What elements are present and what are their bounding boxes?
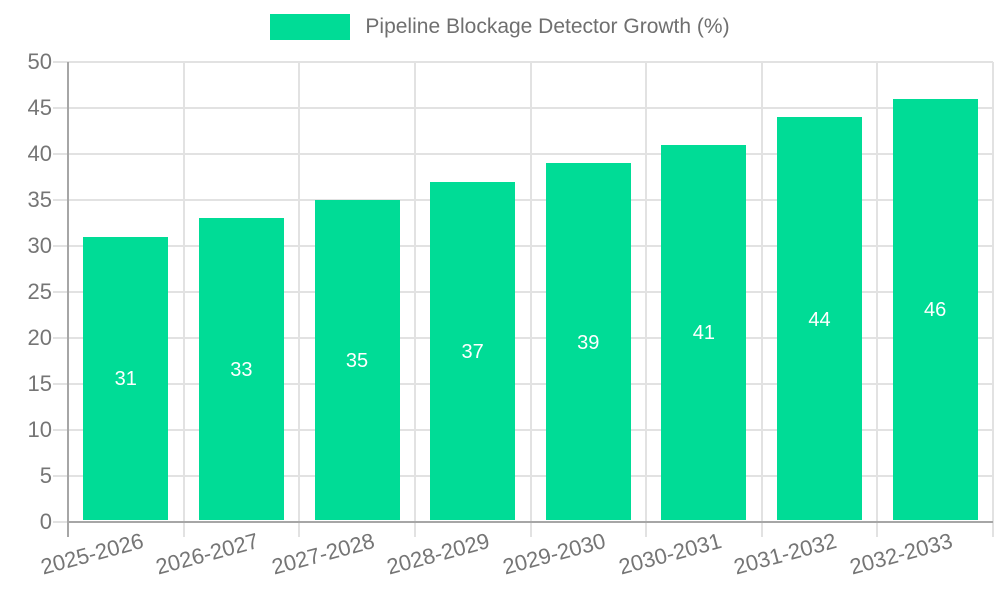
x-axis-line (68, 521, 993, 523)
v-gridline (298, 62, 301, 537)
bar-value-label: 44 (808, 308, 831, 331)
h-gridline (53, 245, 993, 247)
x-tick-label: 2030-2031 (615, 528, 724, 580)
y-tick-label: 5 (39, 463, 52, 488)
h-gridline (53, 383, 993, 385)
v-gridline (876, 62, 879, 537)
v-gridline (992, 62, 994, 537)
plot-area: 31 33 35 37 39 41 44 46 (53, 61, 994, 537)
bar-2025-2026[interactable]: 31 (83, 236, 169, 520)
bar-2026-2027[interactable]: 33 (198, 218, 284, 520)
h-gridline (53, 429, 993, 431)
legend-label: Pipeline Blockage Detector Growth (%) (365, 15, 730, 38)
bars: 31 33 35 37 39 41 44 46 (68, 62, 993, 522)
y-axis-line (67, 62, 69, 537)
y-tick-label: 35 (27, 187, 52, 212)
y-tick-label: 25 (27, 279, 52, 304)
bar-value-label: 37 (461, 340, 484, 363)
h-gridline (53, 337, 993, 339)
v-gridline (413, 62, 416, 537)
y-tick-label: 45 (27, 95, 52, 120)
v-gridline (760, 62, 763, 537)
v-gridline (645, 62, 648, 537)
x-tick-label: 2029-2030 (500, 528, 609, 580)
bar-value-label: 39 (577, 331, 600, 354)
x-tick-label: 2027-2028 (268, 528, 378, 580)
y-tick-label: 30 (27, 233, 52, 258)
y-tick-label: 50 (27, 49, 52, 74)
x-tick-label: 2026-2027 (153, 528, 262, 580)
bar-2032-2033[interactable]: 46 (892, 98, 978, 520)
bar-2030-2031[interactable]: 41 (661, 144, 747, 520)
x-tick-label: 2031-2032 (731, 528, 840, 580)
h-gridline (53, 475, 993, 477)
x-tick-label: 2032-2033 (847, 528, 956, 580)
bar-value-label: 33 (230, 359, 253, 382)
bar-2027-2028[interactable]: 35 (314, 200, 400, 520)
bar-value-label: 46 (924, 299, 947, 322)
v-gridline (182, 62, 185, 537)
x-tick-label: 2025-2026 (37, 528, 146, 580)
h-gridline (53, 199, 993, 201)
bar-2029-2030[interactable]: 39 (545, 163, 631, 520)
h-gridline (53, 61, 993, 63)
bar-value-label: 31 (114, 368, 137, 391)
bar-2028-2029[interactable]: 37 (430, 181, 516, 520)
y-tick-label: 15 (27, 371, 52, 396)
y-tick-label: 10 (27, 417, 52, 442)
y-tick-label: 40 (27, 141, 52, 166)
v-gridline (529, 62, 532, 537)
y-tick-label: 0 (39, 509, 52, 534)
y-tick-label: 20 (27, 325, 52, 350)
x-tick-label: 2028-2029 (384, 528, 493, 580)
h-gridline (53, 107, 993, 109)
bar-value-label: 35 (345, 350, 369, 372)
x-axis-labels: 2025-2026 2026-2027 2027-2028 2028-2029 2029… (0, 528, 1000, 596)
bar-value-label: 41 (692, 322, 716, 345)
h-gridline (53, 521, 68, 523)
y-axis-labels: 0 5 10 15 20 25 30 35 40 45 50 (0, 51, 52, 533)
bar-2031-2032[interactable]: 44 (777, 117, 863, 520)
h-gridline (53, 153, 993, 155)
legend-swatch-icon (270, 14, 351, 40)
legend[interactable]: Pipeline Blockage Detector Growth (%) (0, 14, 1000, 40)
h-gridline (53, 291, 993, 293)
